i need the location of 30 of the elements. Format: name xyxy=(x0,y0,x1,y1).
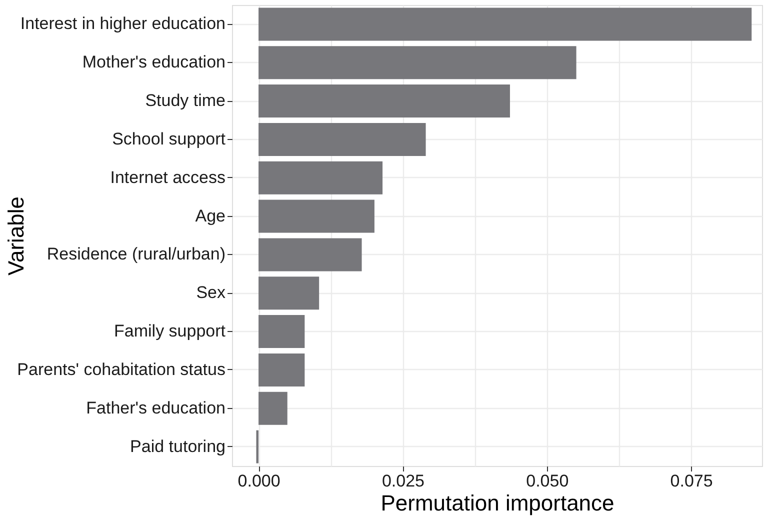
x-tick-label: 0.025 xyxy=(382,472,424,490)
y-tick-label: Paid tutoring xyxy=(130,436,226,456)
x-tick-label: 0.050 xyxy=(526,472,569,490)
bar xyxy=(258,353,305,386)
y-tick-label: Age xyxy=(195,206,226,226)
bar xyxy=(258,276,320,310)
y-tick-label: Study time xyxy=(145,91,226,110)
y-tick-label: Sex xyxy=(196,283,226,302)
y-axis-title: Variable xyxy=(4,196,28,276)
bar xyxy=(258,200,374,233)
bar xyxy=(258,8,752,41)
bar xyxy=(258,315,305,348)
y-tick-label: Mother's education xyxy=(82,52,226,72)
x-tick-label: 0.075 xyxy=(670,472,713,490)
x-tick-label: 0.000 xyxy=(238,472,280,490)
bar xyxy=(258,46,576,80)
y-tick-label: Residence (rural/urban) xyxy=(46,244,226,264)
y-tick-label: Father's education xyxy=(86,398,226,418)
bar xyxy=(258,122,426,156)
y-tick-label: School support xyxy=(112,129,226,148)
bar xyxy=(258,161,383,194)
y-tick-label: Parents' cohabitation status xyxy=(17,360,226,379)
bar xyxy=(258,392,288,425)
bar xyxy=(256,430,259,464)
x-axis-title: Permutation importance xyxy=(380,490,614,516)
y-tick-label: Internet access xyxy=(110,168,226,187)
y-tick-label: Family support xyxy=(114,322,226,341)
bar xyxy=(258,84,510,118)
bar xyxy=(258,238,362,272)
y-tick-label: Interest in higher education xyxy=(20,14,226,34)
